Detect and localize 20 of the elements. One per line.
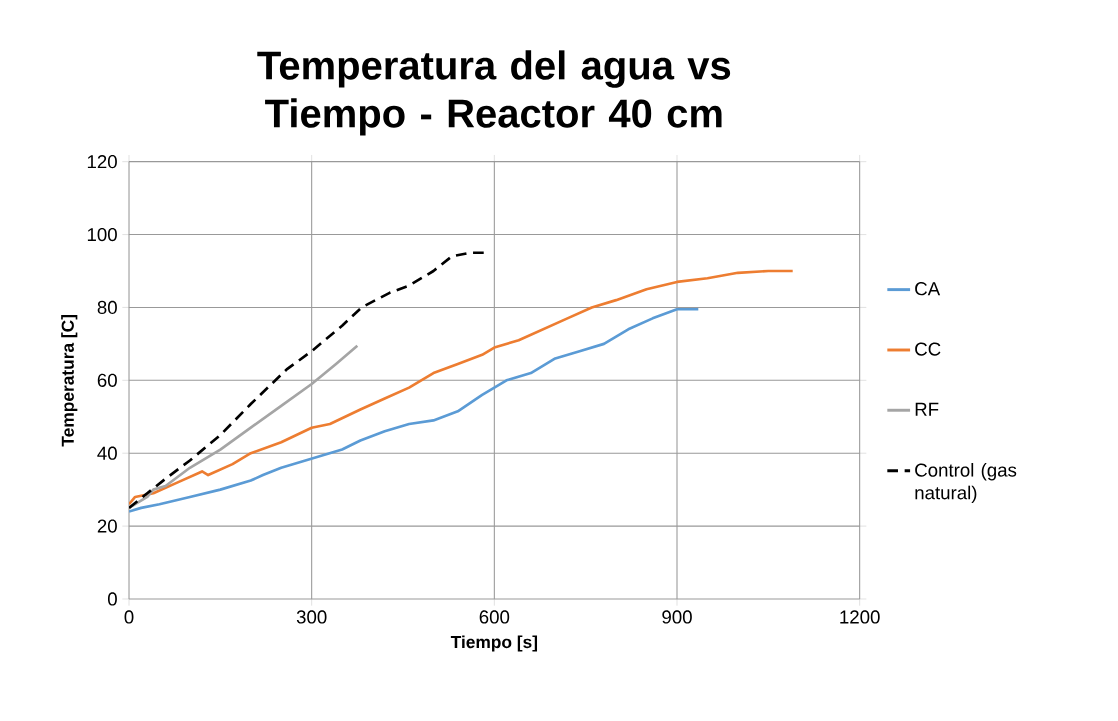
legend-label: RF bbox=[915, 402, 939, 416]
x-tick-label: 300 bbox=[296, 610, 327, 624]
y-tick-label: 100 bbox=[87, 227, 117, 242]
x-tick-label: 0 bbox=[124, 610, 134, 624]
x-tick-label: 900 bbox=[662, 610, 692, 624]
line-series bbox=[129, 251, 487, 510]
chart-title: Temperatura del agua vs Tiempo - Reactor 40 cm bbox=[257, 50, 731, 136]
y-tick-label: 0 bbox=[107, 592, 117, 606]
legend-label: CA bbox=[915, 282, 941, 296]
y-tick-label: 20 bbox=[97, 519, 117, 533]
y-tick-label: 80 bbox=[97, 300, 117, 315]
y-tick-label: 60 bbox=[97, 373, 117, 387]
y-tick-label: 40 bbox=[97, 446, 117, 460]
y-tick-label: 120 bbox=[87, 155, 117, 169]
x-tick-label: 600 bbox=[479, 610, 510, 624]
y-axis-title: Temperatura [C] bbox=[61, 315, 78, 447]
x-axis-title: Tiempo [s] bbox=[450, 635, 538, 652]
legend-label: Control (gas natural) bbox=[915, 463, 1017, 504]
legend-label: CC bbox=[915, 342, 941, 356]
x-tick-label: 1200 bbox=[840, 610, 880, 624]
